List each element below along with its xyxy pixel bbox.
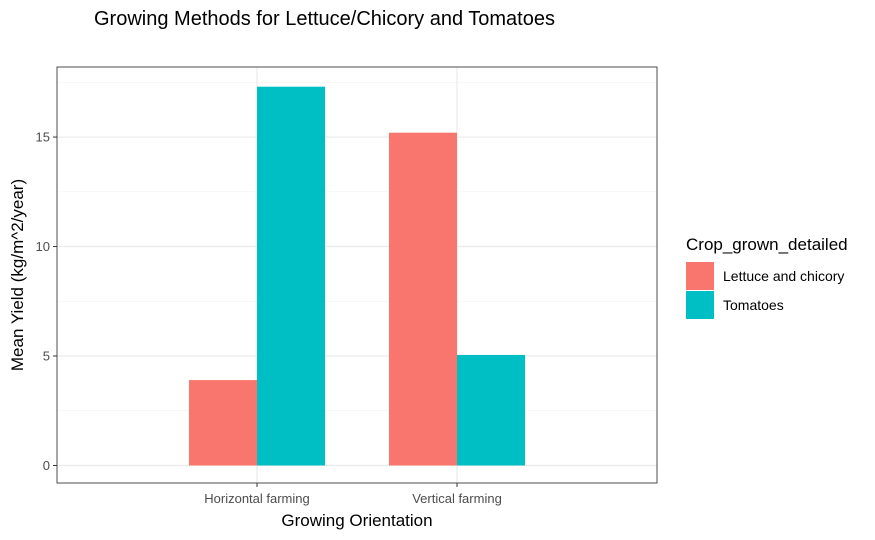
bar xyxy=(389,132,457,466)
bar xyxy=(257,86,325,466)
y-tick-label: 5 xyxy=(43,349,50,364)
chart-title: Growing Methods for Lettuce/Chicory and … xyxy=(94,8,555,30)
legend-label: Tomatoes xyxy=(723,297,784,313)
legend-key xyxy=(686,291,714,319)
bar xyxy=(189,380,257,466)
plot-panel xyxy=(57,67,657,483)
x-tick-label: Vertical farming xyxy=(412,491,502,506)
legend: Crop_grown_detailed Lettuce and chicory T… xyxy=(686,235,848,319)
y-axis: 0 5 10 15 xyxy=(36,130,57,473)
plot-border xyxy=(56,66,658,484)
x-axis-title: Growing Orientation xyxy=(281,511,432,530)
y-tick-label: 15 xyxy=(36,130,50,145)
x-tick-label: Horizontal farming xyxy=(204,491,310,506)
y-axis-title: Mean Yield (kg/m^2/year) xyxy=(8,179,27,371)
legend-title: Crop_grown_detailed xyxy=(686,235,848,254)
y-tick-label: 10 xyxy=(36,239,50,254)
legend-key xyxy=(686,262,714,290)
bars xyxy=(189,86,525,466)
y-tick-label: 0 xyxy=(43,458,50,473)
x-axis: Horizontal farming Vertical farming xyxy=(204,483,502,506)
bar xyxy=(457,354,525,466)
legend-label: Lettuce and chicory xyxy=(723,268,844,284)
